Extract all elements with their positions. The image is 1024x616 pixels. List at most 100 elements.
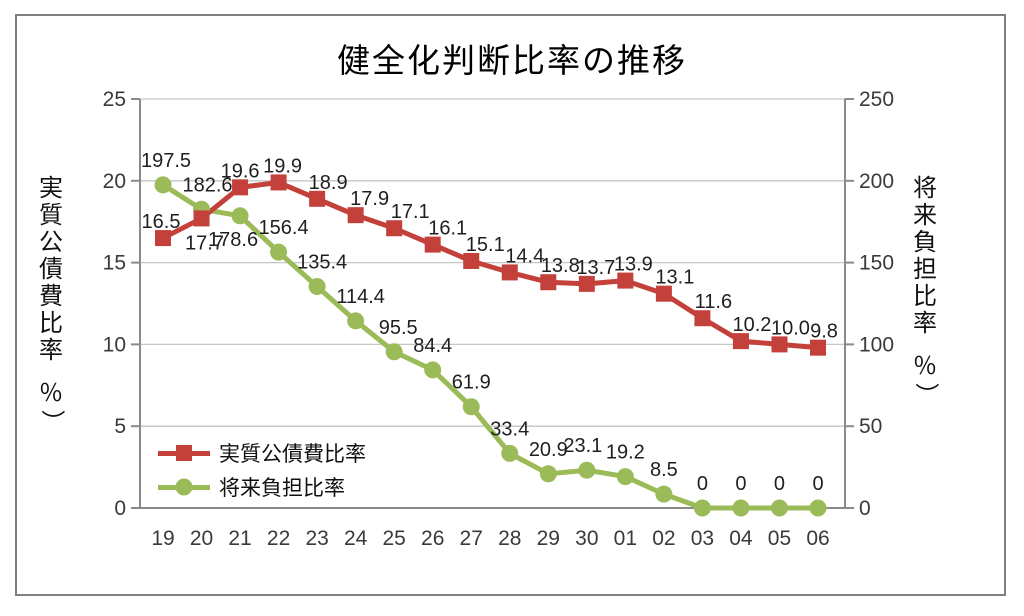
x-axis-label: 05 [768, 527, 791, 550]
data-label: 178.6 [208, 229, 258, 251]
data-label: 13.9 [614, 254, 653, 276]
data-label: 18.9 [309, 172, 348, 194]
data-label: 9.8 [810, 321, 838, 343]
left-axis-tick-label: 0 [114, 497, 126, 520]
x-axis-label: 20 [190, 527, 213, 550]
x-axis-label: 06 [806, 527, 829, 550]
data-point-marker [616, 468, 634, 486]
data-label: 16.5 [142, 211, 181, 233]
right-axis-title: 将来負担比率％） [910, 176, 940, 408]
data-label: 0 [735, 473, 746, 495]
data-label: 23.1 [563, 435, 602, 457]
left-axis-tick-label: 10 [103, 333, 126, 356]
data-point-marker [308, 277, 326, 295]
x-axis-label: 02 [652, 527, 675, 550]
chart-title: 健全化判断比率の推移 [337, 44, 687, 80]
axis-title-char: 率 [913, 311, 937, 337]
data-point-marker [540, 274, 557, 291]
data-point-marker [655, 285, 672, 302]
data-point-marker [732, 499, 750, 517]
data-point-marker [385, 343, 403, 361]
axis-title-char: 公 [39, 230, 63, 256]
data-label: 156.4 [259, 217, 309, 239]
legend-circle-marker-icon [175, 478, 193, 496]
x-axis-label: 27 [460, 527, 483, 550]
x-axis-label: 26 [421, 527, 444, 550]
axis-title-char: 負 [913, 230, 937, 256]
data-label: 19.2 [606, 442, 645, 464]
data-point-marker [539, 465, 557, 483]
data-point-marker [462, 398, 480, 416]
series-line [160, 179, 821, 351]
data-label: 0 [812, 473, 823, 495]
x-axis-label: 24 [344, 527, 368, 550]
legend-item: 将来負担比率 [158, 470, 366, 504]
data-point-marker [270, 243, 288, 261]
data-label: 95.5 [379, 317, 418, 339]
data-label: 0 [774, 473, 785, 495]
data-label: 19.6 [221, 160, 260, 182]
data-point-marker [309, 190, 326, 207]
legend: 実質公債費比率 将来負担比率 [158, 436, 366, 504]
data-point-marker [770, 499, 788, 517]
data-label: 11.6 [695, 291, 732, 313]
x-axis-label: 19 [151, 527, 174, 550]
data-label: 16.1 [428, 218, 467, 240]
x-axis-label: 21 [228, 527, 251, 550]
data-label: 61.9 [452, 372, 491, 394]
right-axis-tick-label: 200 [859, 170, 894, 193]
axis-title-char: 将 [913, 176, 937, 202]
left-axis-tick-label: 20 [103, 170, 126, 193]
x-axis-label: 23 [305, 527, 328, 550]
data-point-marker [232, 179, 249, 196]
data-point-marker [386, 220, 403, 237]
x-axis-label: 28 [498, 527, 521, 550]
data-point-marker [270, 174, 287, 191]
data-point-marker [578, 275, 595, 292]
data-label: 33.4 [490, 418, 529, 440]
legend-label: 将来負担比率 [219, 476, 345, 500]
data-point-marker [810, 339, 826, 356]
data-label: 0 [697, 473, 708, 495]
data-point-marker [693, 499, 711, 517]
data-point-marker [578, 461, 596, 479]
data-label: 8.5 [650, 459, 678, 481]
left-axis-tick-label: 25 [103, 88, 126, 111]
data-point-marker [732, 333, 749, 350]
axis-title-char: 費 [39, 284, 63, 310]
x-axis-label: 04 [729, 527, 753, 550]
axis-title-char: 比 [39, 311, 63, 337]
data-label: 20.9 [529, 439, 568, 461]
data-point-marker [347, 312, 365, 330]
data-label: 13.1 [655, 267, 694, 289]
data-point-marker [154, 176, 172, 194]
axis-unit-char: ％ [913, 354, 937, 380]
data-label: 10.2 [732, 314, 771, 336]
left-axis-tick-label: 5 [114, 415, 126, 438]
axis-title-char: 率 [39, 338, 63, 364]
right-axis-tick-label: 50 [859, 415, 882, 438]
right-axis-tick-label: 250 [859, 88, 894, 111]
data-label: 197.5 [141, 150, 191, 172]
data-label: 15.1 [466, 234, 505, 256]
data-point-marker [617, 272, 634, 289]
axis-title-char: 来 [913, 203, 937, 229]
right-axis-tick-label: 0 [859, 497, 871, 520]
axis-title-char: 実 [39, 176, 63, 202]
right-axis-tick-label: 150 [859, 252, 894, 275]
axis-unit-char: ％ [39, 381, 63, 407]
axis-title-char: 担 [913, 257, 937, 283]
axis-title-char: 比 [913, 284, 937, 310]
data-label: 135.4 [297, 251, 347, 273]
legend-label: 実質公債費比率 [219, 442, 366, 466]
data-label: 19.9 [263, 155, 302, 177]
legend-square-marker-icon [176, 445, 192, 461]
data-point-marker [655, 485, 673, 503]
axis-title-char: 債 [39, 257, 63, 283]
legend-line [158, 478, 210, 496]
data-label: 13.7 [576, 257, 615, 279]
data-label: 17.7 [185, 232, 224, 254]
data-point-marker [231, 207, 249, 225]
chart-border-frame [15, 14, 1006, 596]
